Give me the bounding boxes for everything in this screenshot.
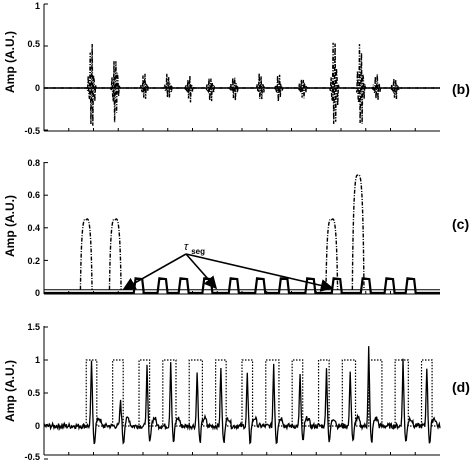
ytick-b-0.5: 0.5 [27, 39, 40, 49]
ytick-d-0.5: 0.5 [27, 388, 40, 398]
tau-symbol: τ [184, 241, 189, 253]
ylabel-b: Amp (A.U.) [3, 31, 17, 93]
panel-b: Amp (A.U.) (b) 1 0.5 0 -0.5 [3, 1, 470, 136]
ytick-c-0: 0 [35, 288, 40, 298]
ylabel-d: Amp (A.U.) [3, 360, 17, 422]
annotation-arrow-1 [185, 253, 218, 290]
tau-seg-annotation: τ seg [184, 241, 205, 256]
ytick-b--0.5: -0.5 [24, 126, 40, 136]
ytick-d-0: 0 [35, 421, 40, 431]
ytick-d-1: 1 [35, 355, 40, 365]
panel-label-b: (b) [452, 81, 470, 97]
ecg-trace-d [43, 346, 441, 445]
panel-d: Amp (A.U.) (d) 1.5 1 0.5 0 -0.5 [3, 322, 470, 462]
ytick-c-0.8: 0.8 [27, 158, 40, 168]
ytick-b-1: 1 [35, 1, 40, 11]
plot-area-c [43, 162, 440, 295]
ylabel-c: Amp (A.U.) [3, 195, 17, 257]
tall-peak-0 [79, 218, 93, 290]
panel-c: Amp (A.U.) (c) 0.8 0.6 0.4 0.2 0 τ seg [3, 158, 469, 298]
annotation-arrow-2 [185, 253, 334, 292]
ytick-d--0.5: -0.5 [24, 452, 40, 462]
window-pulses-d [44, 359, 440, 427]
tall-peak-3 [351, 174, 365, 290]
ytick-c-0.4: 0.4 [27, 223, 40, 233]
tau-subscript: seg [191, 247, 205, 256]
panel-label-d: (d) [452, 379, 470, 395]
ytick-c-0.2: 0.2 [27, 256, 40, 266]
annotation-arrow-0 [122, 253, 187, 290]
panel-label-c: (c) [452, 216, 469, 232]
ytick-c-0.6: 0.6 [27, 190, 40, 200]
plot-area-b [43, 3, 440, 132]
ytick-b-0: 0 [35, 83, 40, 93]
tall-peak-1 [108, 218, 122, 290]
ytick-d-1.5: 1.5 [27, 322, 40, 332]
plot-area-d [43, 326, 441, 460]
series-line-b [44, 42, 440, 126]
tall-peak-2 [325, 218, 339, 290]
segment-signal-c [44, 277, 440, 295]
